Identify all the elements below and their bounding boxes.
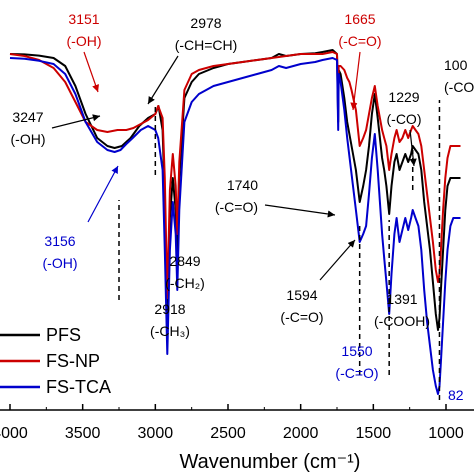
x-tick-label: 2500 (210, 425, 246, 442)
x-tick-label: 2000 (283, 425, 319, 442)
annotation-2918: 2918 (-CH₃) (150, 301, 190, 339)
legend-label: FS-TCA (46, 377, 111, 397)
legend-label: PFS (46, 325, 81, 345)
annotation-arrow-3151 (83, 51, 100, 93)
annotation-3151: 3151 (-OH) (67, 11, 102, 49)
annotation-1740: 1740 (-C=O) (215, 177, 258, 215)
x-axis-title: Wavenumber (cm⁻¹) (180, 451, 361, 473)
guide-group (118, 100, 441, 400)
annotation-arrow-3156 (87, 165, 119, 223)
annotation-group: 3151 (-OH) 2978 (-CH=CH) 3247 (-OH) 3156 (-OH) 2… (11, 11, 474, 403)
annotation-arrow-2978 (147, 55, 179, 105)
x-tick-label: 4000 (0, 425, 28, 442)
legend: PFS FS-NP FS-TCA (0, 325, 111, 397)
annotation-82: 82 (448, 387, 464, 403)
annotation-1000: 100 (-CO (444, 57, 474, 95)
annotation-arrow-1665 (350, 51, 361, 111)
annotation-1594: 1594 (-C=O) (280, 287, 323, 325)
x-tick-label: 1000 (428, 425, 464, 442)
annotation-1229: 1229 (-CO) (387, 89, 422, 127)
annotation-arrow-3247 (51, 114, 101, 129)
x-tick-label: 1500 (356, 425, 392, 442)
annotation-arrow-1594 (319, 239, 356, 281)
annotation-2978: 2978 (-CH=CH) (175, 15, 238, 53)
annotation-1665: 1665 (-C=O) (338, 11, 381, 49)
x-axis: 4000 3500 3000 2500 2000 1500 1000 Wavenumber (… (0, 404, 474, 473)
series-group (9, 49, 461, 395)
annotation-3247: 3247 (-OH) (11, 109, 46, 147)
x-tick-label: 3500 (65, 425, 101, 442)
annotation-arrow-1740 (264, 204, 336, 218)
legend-label: FS-NP (46, 351, 100, 371)
series-line-fs-tca (9, 57, 461, 395)
annotation-arrow-1229 (409, 129, 417, 167)
annotation-1391: 1391 (-COOH) (374, 291, 430, 329)
series-line-fs-np (9, 51, 461, 299)
x-tick-label: 3000 (138, 425, 174, 442)
annotation-2849: 2849 (-CH₂) (165, 253, 205, 291)
annotation-1550: 1550 (-C=O) (335, 343, 378, 381)
annotation-3156: 3156 (-OH) (43, 233, 78, 271)
